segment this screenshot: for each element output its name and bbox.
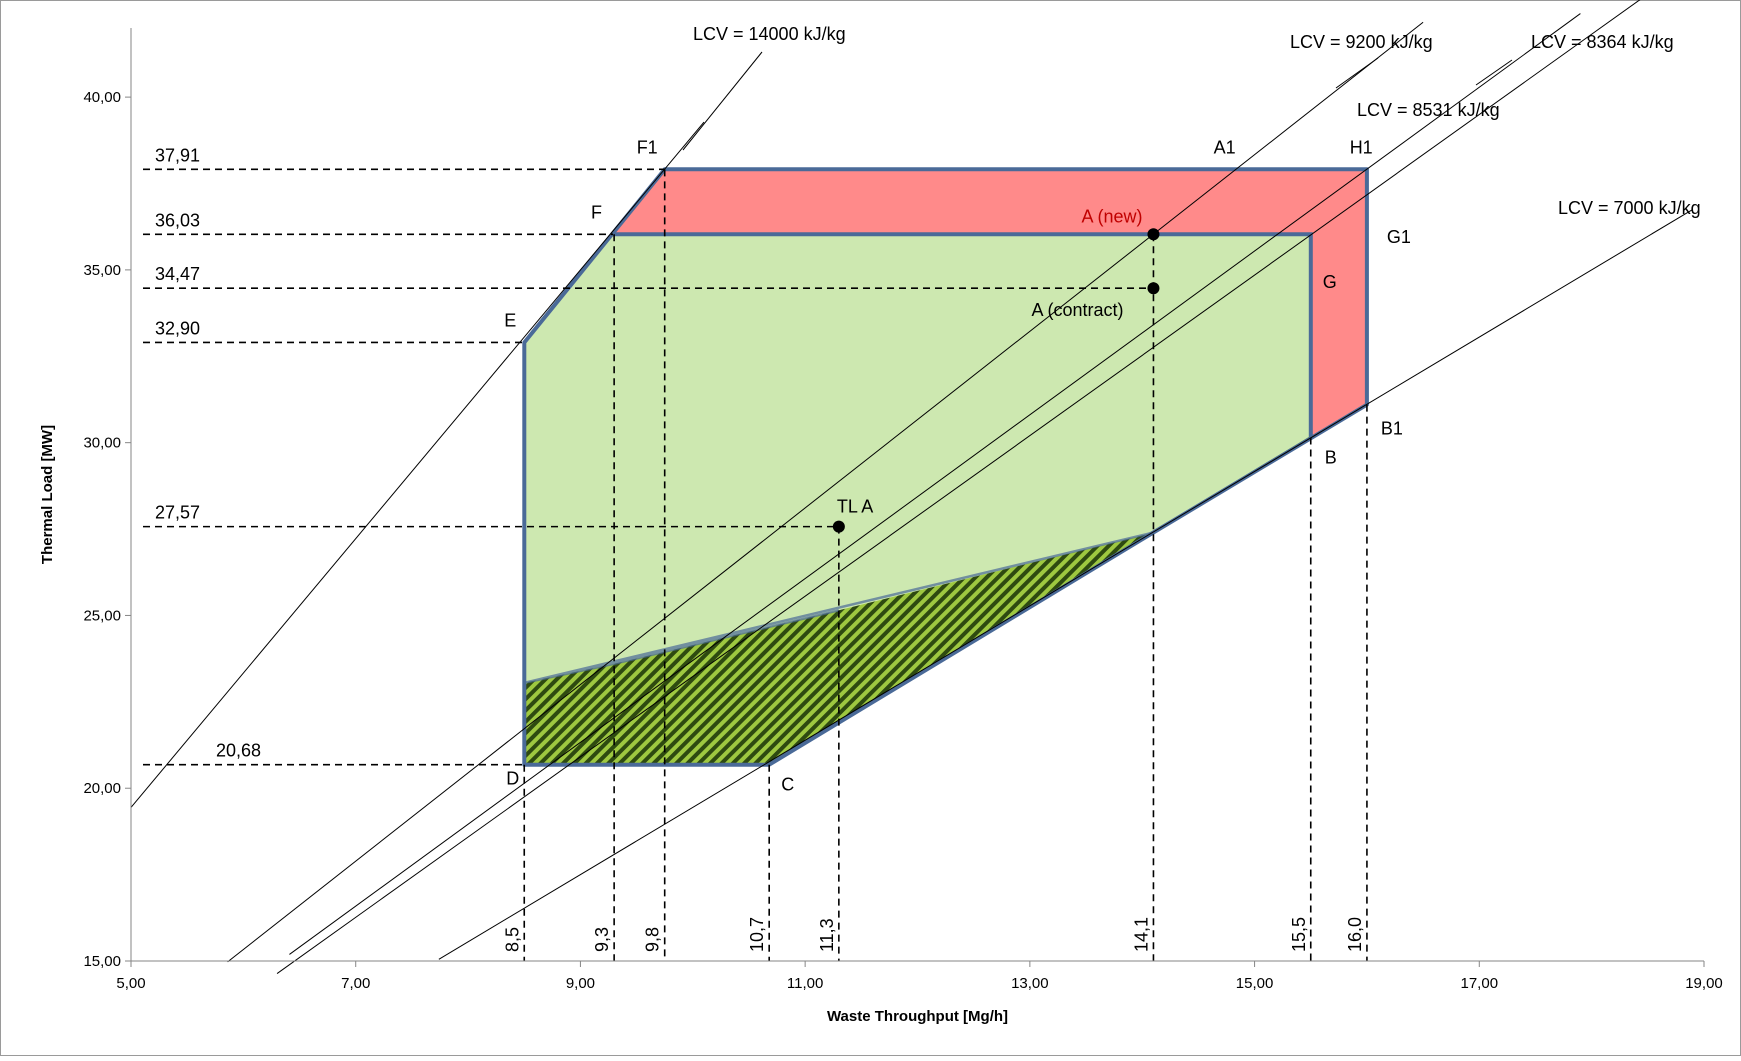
point-label-f: F bbox=[591, 202, 602, 222]
x-axis-title: Waste Throughput [Mg/h] bbox=[827, 1008, 1008, 1025]
x-ref-label-4: 11,3 bbox=[817, 918, 837, 952]
x-ref-label-2: 9,8 bbox=[643, 927, 663, 952]
lcv-label-14000: LCV = 14000 kJ/kg bbox=[693, 24, 846, 44]
lcv-line-7000 bbox=[438, 208, 1694, 960]
lcv-leader-14000 bbox=[682, 51, 763, 151]
operating-region bbox=[524, 234, 1311, 765]
x-tick-label-1: 7,00 bbox=[341, 975, 370, 992]
point-label-c: C bbox=[781, 775, 794, 795]
y-ref-label-4: 27,57 bbox=[155, 503, 200, 523]
x-ref-label-5: 14,1 bbox=[1131, 917, 1151, 952]
x-tick-label-6: 17,00 bbox=[1461, 975, 1499, 992]
y-tick-label-1: 20,00 bbox=[83, 780, 121, 797]
lcv-leader-9200 bbox=[1335, 57, 1379, 89]
x-tick-label-0: 5,00 bbox=[116, 975, 145, 992]
y-ref-label-1: 36,03 bbox=[155, 210, 200, 230]
y-tick-label-0: 15,00 bbox=[83, 953, 121, 970]
y-ref-label-0: 37,91 bbox=[155, 145, 200, 165]
hatched-upper-edge bbox=[524, 531, 1154, 685]
point-label-g: G bbox=[1323, 272, 1337, 292]
lcv-label-8531: LCV = 8531 kJ/kg bbox=[1357, 100, 1500, 120]
y-axis-title: Thermal Load [MW] bbox=[39, 425, 56, 564]
point-label-h1: H1 bbox=[1350, 137, 1373, 157]
x-ref-label-7: 16,0 bbox=[1345, 917, 1365, 952]
x-ref-label-6: 15,5 bbox=[1289, 917, 1309, 952]
x-tick-label-3: 11,00 bbox=[787, 975, 823, 992]
point-label-e: E bbox=[504, 310, 516, 330]
x-tick-label-5: 15,00 bbox=[1236, 975, 1274, 992]
y-tick-label-5: 40,00 bbox=[83, 89, 121, 106]
point-label-f1: F1 bbox=[637, 137, 658, 157]
x-ref-label-0: 8,5 bbox=[502, 927, 522, 952]
marker-label-1: A (contract) bbox=[1031, 300, 1123, 320]
marker-label-2: TL A bbox=[837, 497, 873, 517]
extended-region bbox=[613, 169, 1367, 438]
x-ref-label-1: 9,3 bbox=[592, 927, 612, 952]
lcv-line-8364 bbox=[276, 0, 1641, 974]
y-tick-label-2: 25,00 bbox=[83, 607, 121, 624]
marker-point-1 bbox=[1147, 282, 1160, 295]
lcv-label-9200: LCV = 9200 kJ/kg bbox=[1290, 32, 1433, 52]
point-label-b1: B1 bbox=[1381, 419, 1403, 439]
point-label-b: B bbox=[1325, 447, 1337, 467]
lcv-label-7000: LCV = 7000 kJ/kg bbox=[1558, 198, 1701, 218]
y-ref-label-2: 34,47 bbox=[155, 264, 200, 284]
x-tick-label-4: 13,00 bbox=[1011, 975, 1049, 992]
lcv-leader-8364 bbox=[1475, 59, 1513, 86]
lcv-line-8531 bbox=[289, 13, 1581, 955]
y-ref-label-3: 32,90 bbox=[155, 318, 200, 338]
lcv-line-14000 bbox=[130, 121, 705, 808]
x-tick-label-2: 9,00 bbox=[566, 975, 595, 992]
marker-label-0: A (new) bbox=[1081, 206, 1142, 226]
lcv-label-8364: LCV = 8364 kJ/kg bbox=[1531, 32, 1674, 52]
x-tick-label-7: 19,00 bbox=[1685, 975, 1723, 992]
point-label-g1: G1 bbox=[1387, 227, 1411, 247]
y-tick-label-3: 30,00 bbox=[83, 435, 121, 452]
point-label-a1: A1 bbox=[1214, 137, 1236, 157]
marker-point-0 bbox=[1147, 228, 1160, 241]
boundary-outline bbox=[522, 167, 1369, 767]
y-tick-label-4: 35,00 bbox=[83, 262, 121, 279]
marker-point-2 bbox=[832, 520, 845, 533]
point-label-d: D bbox=[506, 769, 519, 789]
y-ref-label-5: 20,68 bbox=[216, 741, 261, 761]
x-ref-label-3: 10,7 bbox=[747, 917, 767, 952]
lcv-line-9200 bbox=[227, 21, 1424, 963]
